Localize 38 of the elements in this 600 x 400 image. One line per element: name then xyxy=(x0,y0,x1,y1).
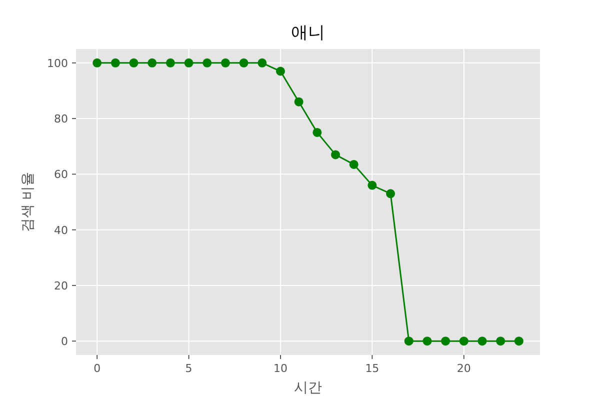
point xyxy=(148,58,157,68)
x-axis-title: 시간 xyxy=(294,380,322,396)
y-tick-label: 80 xyxy=(54,112,68,126)
point xyxy=(459,336,468,346)
point xyxy=(110,58,120,68)
point xyxy=(349,160,358,169)
x-tick-label: 15 xyxy=(365,362,380,375)
point xyxy=(404,336,414,346)
y-axis-title: 검색 비율 xyxy=(20,172,36,232)
point xyxy=(331,150,340,160)
point xyxy=(220,58,230,68)
point xyxy=(276,66,285,76)
point xyxy=(92,58,102,68)
point xyxy=(441,336,450,346)
x-tick-label: 20 xyxy=(456,362,471,375)
point xyxy=(184,58,194,68)
y-tick-label: 40 xyxy=(54,224,68,237)
point xyxy=(386,189,396,198)
chart-title: 애니 xyxy=(291,23,325,43)
point xyxy=(258,58,267,68)
x-tick-label: 5 xyxy=(185,362,192,375)
point xyxy=(514,336,524,346)
point xyxy=(422,336,432,346)
y-tick-label: 0 xyxy=(61,335,68,348)
y-tick-label: 20 xyxy=(54,279,68,292)
point xyxy=(166,58,175,68)
point xyxy=(496,336,506,346)
point xyxy=(202,58,212,68)
x-tick-label: 10 xyxy=(273,362,288,375)
point xyxy=(312,128,322,137)
y-tick-label: 60 xyxy=(54,168,68,182)
point xyxy=(478,336,487,346)
x-tick-label: 0 xyxy=(94,362,101,375)
point xyxy=(368,180,377,190)
point xyxy=(294,97,304,106)
point xyxy=(129,58,138,68)
point xyxy=(239,58,248,68)
y-tick-label: 100 xyxy=(47,56,68,70)
